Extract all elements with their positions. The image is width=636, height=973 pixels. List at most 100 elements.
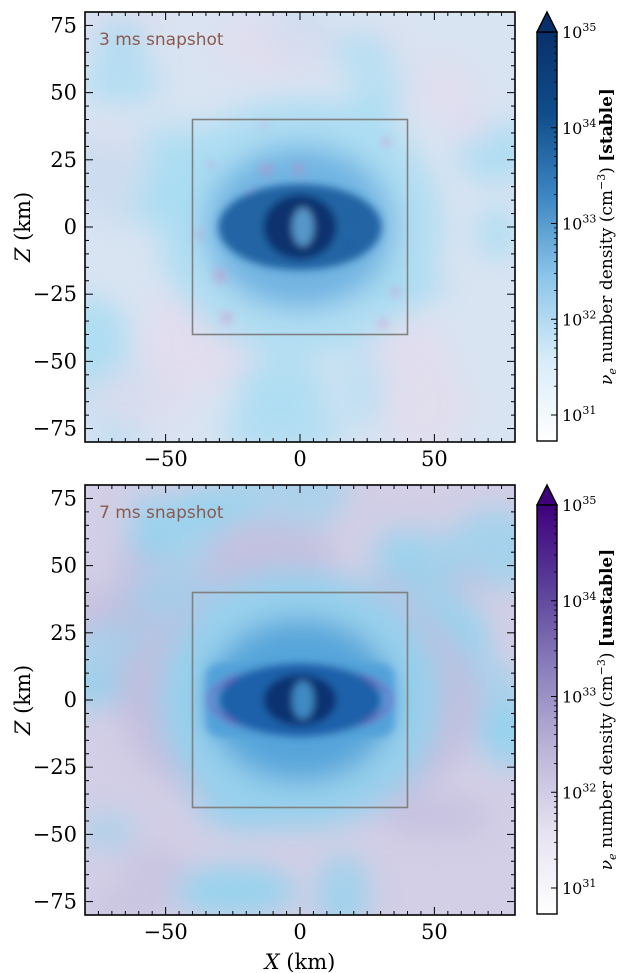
colorbar-extend-arrow [535,483,559,506]
y-tick-label: 75 [50,486,77,510]
y-tick-label: 50 [50,81,77,105]
field-speck [207,161,215,169]
colorbar-tick-base: 10 [562,688,582,707]
x-axis-variable: X [263,950,281,973]
colorbar-tick-base: 10 [562,592,582,611]
inner-box-bottom [191,591,409,809]
colorbar-title-close: ) [597,162,617,174]
y-tick-label: −25 [33,755,77,779]
field-patch [365,318,451,378]
colorbar-title-top: νe number density (cm−3) [stable] [595,88,619,385]
colorbar-title-bottom: νe number density (cm−3) [unstable] [595,549,619,871]
colorbar-tick-label: 1035 [562,21,596,42]
colorbar-title: νe number density (cm−3) [unstable] [595,549,619,871]
colorbar-tick-exponent: 31 [582,404,596,417]
colorbar-tick-exponent: 35 [582,21,596,34]
field-patch [449,106,492,146]
y-tick-label: −50 [33,822,77,846]
field-patch [85,59,164,105]
colorbar-tick-base: 10 [562,23,582,42]
colorbar-tick-base: 10 [562,310,582,329]
field-patch [379,356,469,442]
colorbar-title-symbol: ν [597,860,617,870]
colorbar-tick-exponent: 34 [582,590,596,603]
colorbar-tick-label: 1035 [562,494,596,515]
field-center-spot [292,680,314,720]
field-center-spot [292,207,314,247]
colorbar-tick-label: 1032 [562,781,596,802]
colorbar-title-subscript: e [606,368,619,375]
field-patch [85,297,129,378]
field-speck [260,122,267,129]
colorbar-tick-exponent: 35 [582,494,596,507]
field-detail-layer [194,122,401,329]
field-speck [212,268,228,284]
colorbar-tick-exponent: 34 [582,117,596,130]
colorbar-title-superscript: −3 [595,659,608,675]
axis-ticks-top: −50 0 50 75 50 25 0 −25 −50 −75 [33,12,515,471]
colorbar-title-text: number density (cm [597,190,617,368]
field-patch [476,205,515,261]
y-tick-label: −25 [33,282,77,306]
field-patch [174,866,297,915]
field-patch [128,494,174,567]
colorbar-title-text: number density (cm [597,675,617,853]
colorbar-tick-label: 1033 [562,686,596,707]
y-tick-label: 25 [50,148,77,172]
y-tick-label: 25 [50,621,77,645]
x-tick-label: 50 [421,447,448,471]
field-patch [477,703,515,767]
y-tick-label: 75 [50,13,77,37]
field-speck [381,137,392,148]
field-patch [120,846,189,891]
y-axis-variable: Z [11,247,35,263]
axis-ticks-bottom: −50 0 50 75 50 25 0 −25 −50 −75 [33,485,515,944]
field-speck [378,318,389,329]
y-axis-title-bottom: Z (km) [11,665,35,736]
colorbar-tick-base: 10 [562,879,582,898]
colorbar-tick-exponent: 31 [582,877,596,890]
field-patch [86,367,187,431]
x-axis-title: X (km) [263,950,336,973]
colorbar-tick-label: 1031 [562,877,596,898]
field-patch [391,530,462,609]
colorbar-title-tag: [unstable] [597,549,617,647]
colorbar-extend-arrow [535,10,559,33]
colorbar-tick-exponent: 33 [582,686,596,699]
field-patch [85,628,138,659]
colorbar-tick-label: 1033 [562,213,596,234]
x-tick-label: −50 [143,920,187,944]
density-heatmap-top [85,12,515,442]
y-axis-variable: Z [11,720,35,736]
field-patch [85,814,136,849]
colorbar-tick-exponent: 33 [582,213,596,226]
snapshot-label-bottom: 7 ms snapshot [99,503,224,523]
x-tick-label: 0 [293,920,306,944]
field-patch [85,122,149,220]
x-axis-title-bottom: X (km) [263,950,336,973]
snapshot-label-top: 3 ms snapshot [99,30,224,50]
field-patch [347,52,406,117]
field-patch [380,798,491,835]
x-tick-label: −50 [143,447,187,471]
colorbar-tick-exponent: 32 [582,781,596,794]
density-heatmap-bottom [85,485,515,915]
field-patch [316,854,370,915]
field-patch [222,399,342,442]
colorbar-title-subscript: e [606,853,619,860]
colorbar-gradient [536,31,558,442]
y-tick-label: −75 [33,417,77,441]
colorbar-tick-base: 10 [562,496,582,515]
x-tick-label: 0 [293,447,306,471]
colorbar-title-symbol: ν [597,375,617,385]
y-axis-unit: (km) [11,665,35,721]
colorbar-tick-base: 10 [562,406,582,425]
panel-top: −50 0 50 75 50 25 0 −25 −50 −75 3 ms snapshot Z (… [11,10,619,471]
colorbar-tick-label: 1034 [562,117,596,138]
y-tick-label: −75 [33,890,77,914]
field-speck [390,287,401,298]
y-tick-label: 0 [64,688,77,712]
colorbar-gradient [536,504,558,915]
